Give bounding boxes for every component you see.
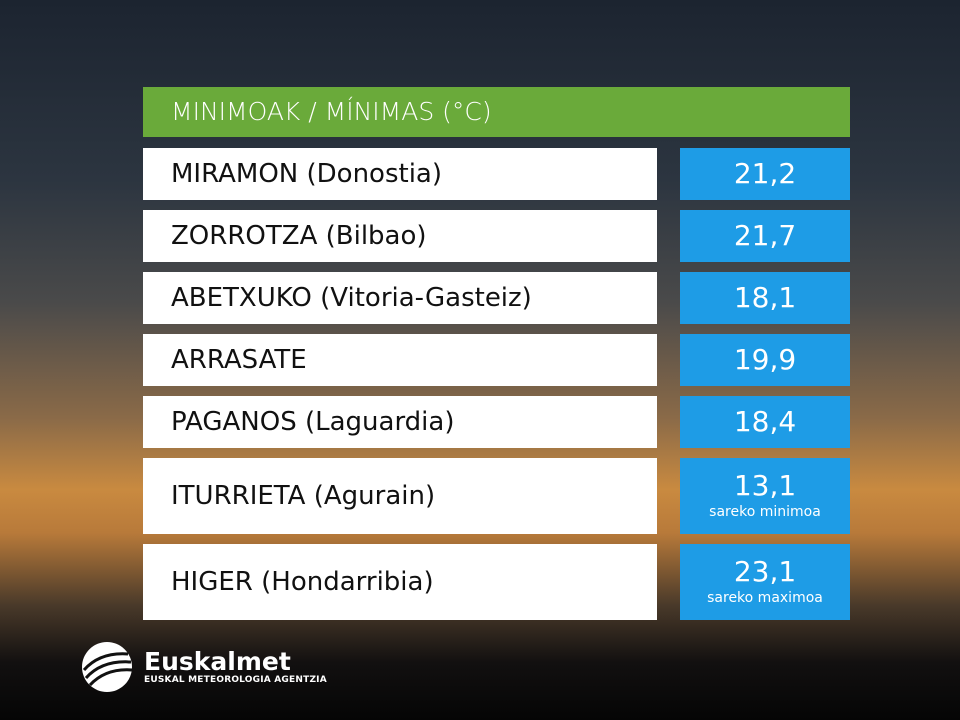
value: 21,2	[733, 157, 797, 190]
station-name: MIRAMON (Donostia)	[143, 148, 657, 200]
station-name: ABETXUKO (Vitoria-Gasteiz)	[143, 272, 657, 324]
value-box: 18,4	[680, 396, 850, 448]
station-name: ZORROTZA (Bilbao)	[143, 210, 657, 262]
value-note: sareko maximoa	[707, 590, 823, 606]
station-name: PAGANOS (Laguardia)	[143, 396, 657, 448]
value-note: sareko minimoa	[709, 504, 821, 520]
value: 19,9	[733, 343, 797, 376]
logo-icon	[82, 642, 133, 692]
value-box: 21,7	[680, 210, 850, 262]
value: 13,1	[733, 469, 797, 502]
header-title: MINIMOAK / MÍNIMAS (°C)	[143, 87, 850, 137]
value-box: 18,1	[680, 272, 850, 324]
value-box: 21,2	[680, 148, 850, 200]
value: 18,4	[733, 405, 797, 438]
station-name: ITURRIETA (Agurain)	[143, 458, 657, 534]
logo: Euskalmet EUSKAL METEOROLOGIA AGENTZIA	[80, 640, 327, 694]
value-box: 13,1 sareko minimoa	[680, 458, 850, 534]
logo-name: Euskalmet	[144, 647, 291, 676]
value-box: 19,9	[680, 334, 850, 386]
value: 23,1	[733, 555, 797, 588]
station-name: ARRASATE	[143, 334, 657, 386]
logo-subtitle: EUSKAL METEOROLOGIA AGENTZIA	[144, 675, 327, 685]
value: 18,1	[733, 281, 797, 314]
value: 21,7	[733, 219, 797, 252]
value-box: 23,1 sareko maximoa	[680, 544, 850, 620]
station-name: HIGER (Hondarribia)	[143, 544, 657, 620]
